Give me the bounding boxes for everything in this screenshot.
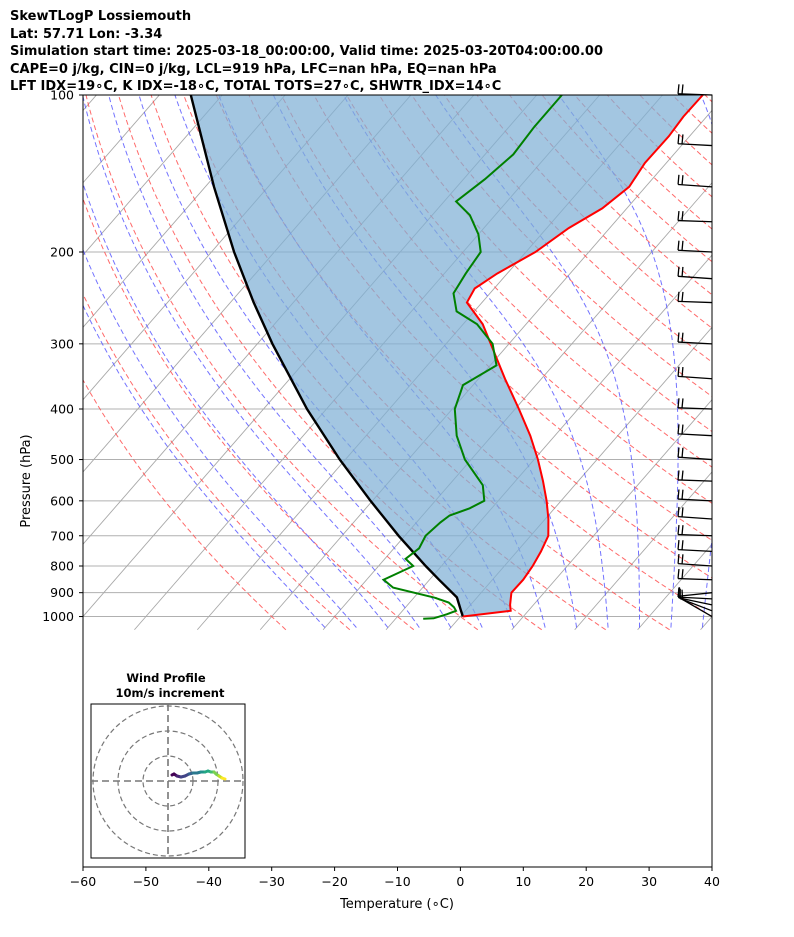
axis-ticks: −60 −50 −40 −30 −20 −10 0 10 20 30 40 100 200 300 400 5… [42, 88, 720, 890]
x-axis-label: Temperature (∘C) [339, 897, 454, 912]
lat-lon: Lat: 57.71 Lon: -3.34 [10, 26, 163, 42]
dry-adiabat [83, 197, 415, 631]
moist-adiabat [83, 248, 357, 628]
x-tick-label: 20 [578, 874, 594, 889]
wind-barb [677, 266, 713, 280]
x-tick-label: 40 [704, 874, 720, 889]
moist-adiabat [700, 95, 712, 628]
wind-barb [677, 424, 713, 437]
dry-adiabat [83, 292, 351, 631]
indices: LFT IDX=19∘C, K IDX=-18∘C, TOTAL TOTS=27… [10, 79, 502, 95]
dry-adiabat [378, 95, 712, 433]
x-tick-label: −30 [259, 874, 285, 889]
y-tick-label: 200 [50, 245, 74, 260]
wind-barb [677, 366, 713, 380]
moist-adiabat [435, 95, 640, 628]
isotherm-line [83, 95, 160, 184]
y-tick-label: 300 [50, 336, 74, 351]
dry-adiabat [671, 95, 712, 134]
wind-profile-inset: Wind Profile 10m/s increment [90, 671, 246, 859]
dry-adiabat [83, 379, 287, 631]
x-tick-label: −50 [133, 874, 159, 889]
x-tick-label: −20 [321, 874, 347, 889]
isotherm-line [700, 615, 712, 631]
hodograph-segment [220, 776, 227, 781]
wind-barb-layer [677, 84, 713, 618]
isotherm-line [0, 71, 54, 630]
dry-adiabat [411, 95, 712, 398]
moist-adiabat [342, 95, 609, 628]
station-title: SkewTLogP Lossiemouth [10, 9, 192, 24]
wind-barb [677, 587, 713, 597]
wind-barb [677, 470, 713, 482]
moist-adiabat [108, 95, 452, 628]
wind-barb [677, 174, 713, 188]
y-tick-label: 100 [50, 88, 74, 103]
wind-barb [677, 210, 713, 223]
wind-barb [678, 587, 713, 606]
wind-barb [677, 134, 713, 147]
y-tick-label: 600 [50, 493, 74, 508]
x-tick-label: 30 [641, 874, 657, 889]
inset-title: Wind Profile [126, 671, 206, 685]
x-tick-label: 10 [515, 874, 531, 889]
x-tick-label: 0 [456, 874, 464, 889]
isotherm-line [83, 95, 223, 256]
dry-adiabat [725, 83, 794, 629]
wind-barb [677, 240, 713, 253]
isotherm-line [637, 543, 712, 631]
profile-layer [189, 95, 704, 620]
parcel-line [189, 95, 465, 617]
dry-adiabat [85, 95, 479, 631]
dry-adiabat [704, 95, 712, 103]
inset-subtitle: 10m/s increment [116, 686, 225, 700]
wind-barb [677, 332, 713, 345]
x-tick-label: −40 [196, 874, 222, 889]
moist-adiabat [83, 182, 389, 628]
dewpoint-line [381, 95, 563, 620]
x-tick-label: −10 [384, 874, 410, 889]
y-tick-label: 1000 [42, 609, 74, 624]
y-tick-label: 700 [50, 528, 74, 543]
y-tick-label: 400 [50, 402, 74, 417]
wind-barb [677, 84, 713, 96]
wind-barb [677, 539, 713, 553]
stability-parameters: CAPE=0 j/kg, CIN=0 j/kg, LCL=919 hPa, LF… [10, 61, 497, 77]
isotherm-line [574, 471, 712, 631]
isotherm-line [763, 71, 794, 630]
cape-cin-shading [190, 95, 703, 617]
moist-adiabat [83, 95, 420, 628]
x-tick-label: −60 [70, 874, 96, 889]
wind-barb [677, 489, 713, 502]
wind-barb [677, 398, 713, 410]
wind-barb [677, 506, 713, 520]
y-tick-label: 500 [50, 452, 74, 467]
simulation-times: Simulation start time: 2025-03-18_00:00:… [10, 44, 603, 60]
isotherm-line [259, 109, 712, 631]
wind-barb [677, 447, 713, 461]
y-tick-label: 800 [50, 559, 74, 574]
temperature-line [462, 95, 704, 618]
moist-adiabat [558, 95, 679, 628]
wind-barb [677, 553, 713, 567]
dry-adiabat [443, 95, 712, 363]
wind-barb [677, 291, 713, 304]
chart-header: SkewTLogP Lossiemouth Lat: 57.71 Lon: -3… [10, 8, 603, 96]
y-tick-label: 900 [50, 585, 74, 600]
wind-barb [677, 568, 713, 581]
moist-adiabat [734, 83, 794, 627]
dry-adiabat [313, 95, 712, 504]
y-axis-label: Pressure (hPa) [19, 434, 34, 527]
wind-barb [677, 524, 713, 537]
